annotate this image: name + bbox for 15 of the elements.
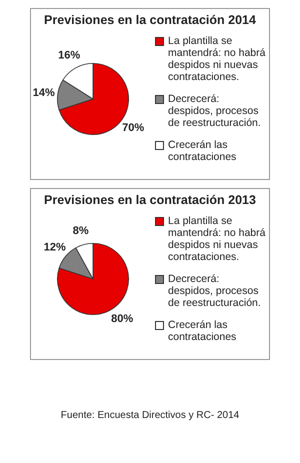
data-label: 16% [58, 50, 80, 62]
data-label: 70% [122, 122, 144, 134]
data-label: 12% [44, 241, 66, 254]
chart-title: Previsiones en la contratación 2013 [43, 193, 257, 207]
chart-title: Previsiones en la contratación 2014 [43, 13, 257, 27]
legend-label: Decrecerá: despidos, procesos de reestructuración. [168, 273, 262, 309]
legend-label: Crecerán las contrataciones [168, 139, 238, 163]
legend-label: La plantilla se mantendrá: no habrá despidos ni nuevas contrataciones. [168, 215, 266, 263]
legend-label: Decrecerá: despidos, procesos de reestructuración. [168, 93, 262, 129]
data-label: 8% [72, 224, 89, 237]
legend-label: La plantilla se mantendrá: no habrá despidos ni nuevas contrataciones. [168, 35, 266, 83]
source-note: Fuente: Encuesta Directivos y RC- 2014 [60, 410, 240, 421]
data-label: 80% [111, 313, 134, 326]
data-label: 14% [32, 86, 56, 99]
legend-label: Crecerán las contrataciones [168, 319, 238, 343]
